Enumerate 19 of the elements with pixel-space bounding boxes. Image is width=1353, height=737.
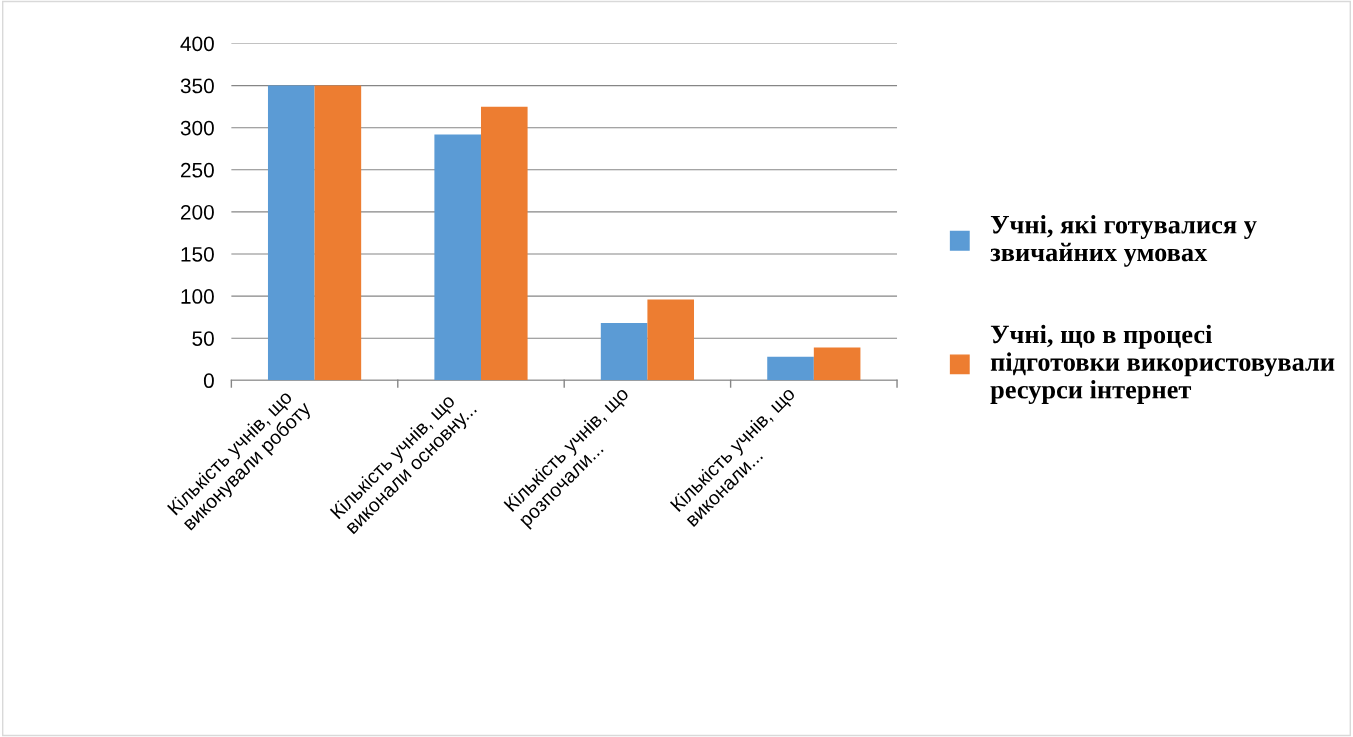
- bar: [647, 299, 695, 381]
- bar: [267, 85, 315, 381]
- bar: [434, 134, 481, 381]
- y-tick-label: 250: [180, 162, 214, 178]
- y-tick-label: 200: [180, 204, 214, 220]
- legend-label: Учні, які готувалися у звичайних умовах: [990, 215, 1257, 267]
- y-tick-label: 300: [180, 120, 214, 136]
- bar: [813, 347, 861, 381]
- y-tick-label: 350: [180, 78, 214, 94]
- bar: [600, 323, 648, 381]
- bar: [767, 356, 814, 381]
- y-tick-label: 400: [180, 36, 214, 52]
- y-tick-label: 150: [181, 246, 214, 262]
- bar: [314, 85, 362, 381]
- y-tick-label: 50: [192, 331, 214, 346]
- legend-label: Учні, що в процесі підготовки використовували ресурси інтернет: [990, 324, 1335, 405]
- y-tick-label: 100: [181, 289, 214, 304]
- y-tick-label: 0: [203, 373, 214, 389]
- bar: [480, 106, 528, 381]
